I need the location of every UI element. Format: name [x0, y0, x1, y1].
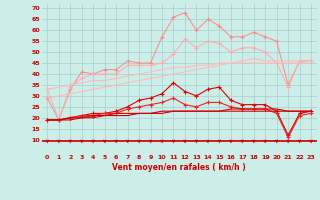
X-axis label: Vent moyen/en rafales ( km/h ): Vent moyen/en rafales ( km/h )	[112, 163, 246, 172]
